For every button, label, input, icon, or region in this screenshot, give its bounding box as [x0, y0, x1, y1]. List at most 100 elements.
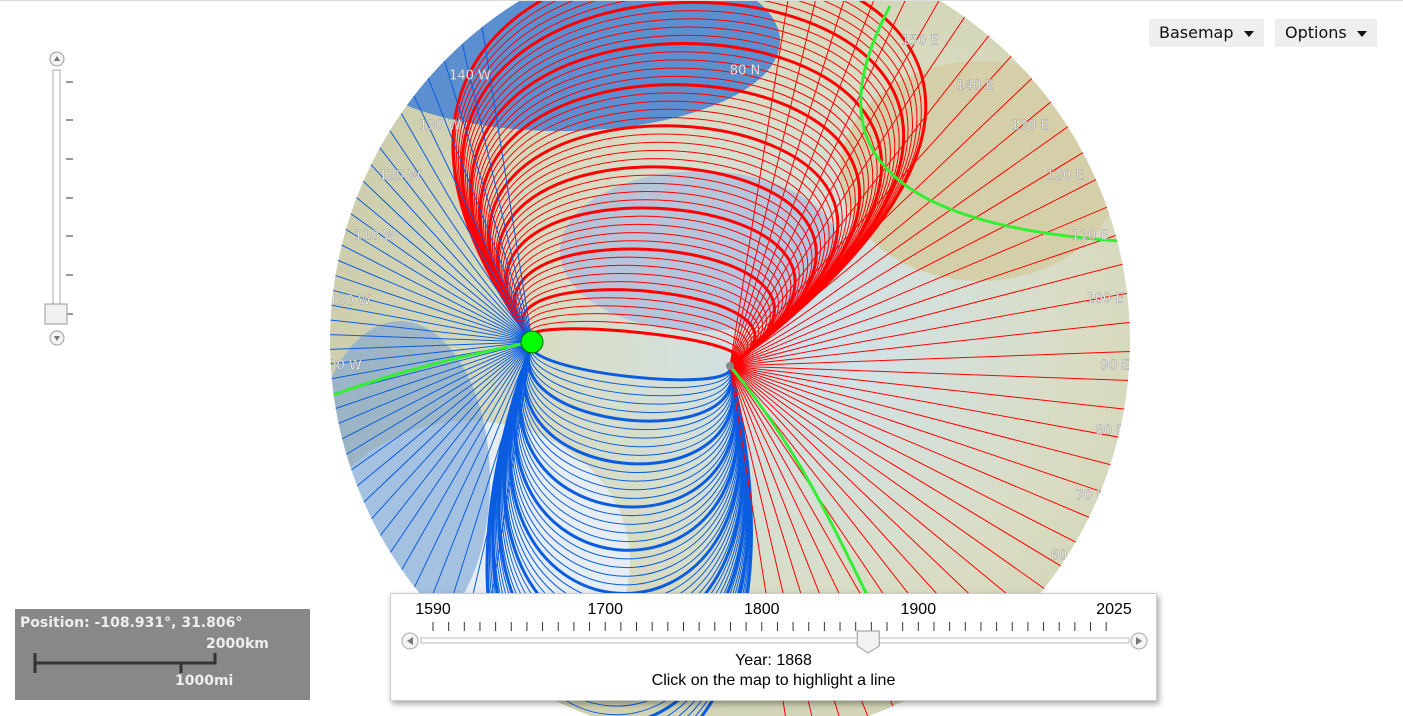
- field-line: [521, 341, 736, 491]
- map-label: 150 E: [901, 34, 938, 49]
- field-line: [729, 1, 979, 367]
- field-line: [456, 1, 918, 367]
- field-line: [330, 341, 533, 602]
- field-line: [512, 240, 779, 367]
- field-line: [729, 365, 1130, 421]
- field-line: [382, 1, 533, 343]
- field-line: [529, 341, 732, 397]
- field-line: [529, 341, 732, 405]
- map-label: 120 E: [1046, 169, 1083, 184]
- map-label: 90 W: [328, 359, 362, 374]
- map-label: 110 W: [354, 229, 396, 244]
- map-label: 90 E: [1101, 359, 1130, 374]
- year-tick-label: 1590: [415, 601, 451, 618]
- geomagnetic-pole: [726, 362, 734, 370]
- field-line: [454, 1, 922, 367]
- field-line: [330, 341, 533, 433]
- map-label: 80 N: [730, 64, 760, 79]
- map-label: 130 W: [419, 119, 461, 134]
- field-line: [382, 341, 533, 716]
- field-line: [330, 341, 533, 537]
- field-line: [518, 272, 763, 367]
- field-line: [459, 1, 909, 367]
- field-line: [729, 1, 947, 367]
- basemap-button[interactable]: Basemap: [1149, 19, 1264, 47]
- field-line: [330, 323, 533, 343]
- field-line: [486, 117, 843, 367]
- field-line: [491, 141, 830, 367]
- field-line: [330, 1, 533, 343]
- field-line: [490, 133, 834, 367]
- field-line: [528, 341, 732, 414]
- field-line: [330, 341, 533, 632]
- field-line: [417, 1, 533, 343]
- field-line: [729, 1, 1039, 367]
- field-line: [463, 10, 900, 367]
- field-line: [491, 341, 750, 716]
- field-line: [453, 341, 533, 716]
- field-line: [523, 341, 735, 474]
- field-line: [330, 341, 533, 570]
- field-line: [513, 341, 739, 560]
- field-line: [330, 341, 533, 468]
- field-line: [487, 124, 840, 368]
- scale-mi: 1000mi: [175, 673, 234, 689]
- year-thumb[interactable]: [856, 630, 880, 654]
- map-label: 110 E: [1071, 229, 1108, 244]
- field-line: [489, 341, 751, 716]
- field-line: [520, 288, 757, 368]
- field-line: [507, 215, 792, 367]
- field-line: [330, 341, 533, 716]
- field-line: [330, 1, 533, 343]
- year-label: Year: 1868: [735, 652, 812, 669]
- field-line: [729, 365, 1130, 385]
- field-line: [526, 313, 745, 367]
- basemap-label: Basemap: [1159, 23, 1234, 42]
- map-label: 80 E: [1096, 424, 1125, 439]
- field-line: [729, 1, 845, 367]
- field-line: [348, 341, 533, 716]
- field-line: [330, 341, 533, 716]
- map-label: 140 W: [449, 69, 491, 84]
- dip-pole: [520, 330, 544, 354]
- scale-bar: [33, 653, 217, 673]
- field-line: [523, 341, 735, 466]
- map-label: 120 W: [379, 169, 421, 184]
- field-line: [729, 365, 1130, 457]
- options-button[interactable]: Options: [1275, 19, 1377, 47]
- field-line: [729, 1, 880, 367]
- field-line: [515, 256, 771, 367]
- map-label: 100 W: [329, 294, 371, 309]
- zoom-slider[interactable]: [40, 46, 80, 346]
- field-line: [526, 341, 733, 439]
- field-line: [330, 341, 533, 397]
- field-line: [417, 341, 533, 716]
- zoom-thumb[interactable]: [44, 303, 68, 325]
- field-line: [330, 287, 533, 343]
- field-line: [504, 206, 797, 368]
- field-line: [504, 199, 800, 367]
- timeline-panel: 1590 1700 1800 1900 2025 Year: 1868 Click on…: [390, 593, 1157, 701]
- field-line: [729, 311, 1130, 367]
- position-text: Position: -108.931°, 31.806°: [20, 615, 243, 631]
- field-line: [530, 341, 731, 389]
- field-line: [348, 1, 533, 343]
- field-line: [494, 341, 748, 707]
- field-line: [330, 341, 533, 361]
- zero-line: [330, 340, 533, 398]
- field-line: [495, 158, 821, 367]
- field-line: [512, 341, 740, 568]
- options-label: Options: [1285, 23, 1347, 42]
- field-line: [729, 1, 914, 367]
- year-tick-label: 1800: [744, 601, 780, 618]
- field-line: [729, 365, 947, 716]
- map-label: 100 E: [1086, 292, 1123, 307]
- zero-line: [728, 365, 882, 622]
- field-line: [729, 1, 1010, 367]
- timeline[interactable]: 1590 1700 1800 1900 2025: [391, 594, 1156, 700]
- field-line: [525, 341, 734, 448]
- field-line: [493, 150, 826, 367]
- field-line: [330, 216, 533, 343]
